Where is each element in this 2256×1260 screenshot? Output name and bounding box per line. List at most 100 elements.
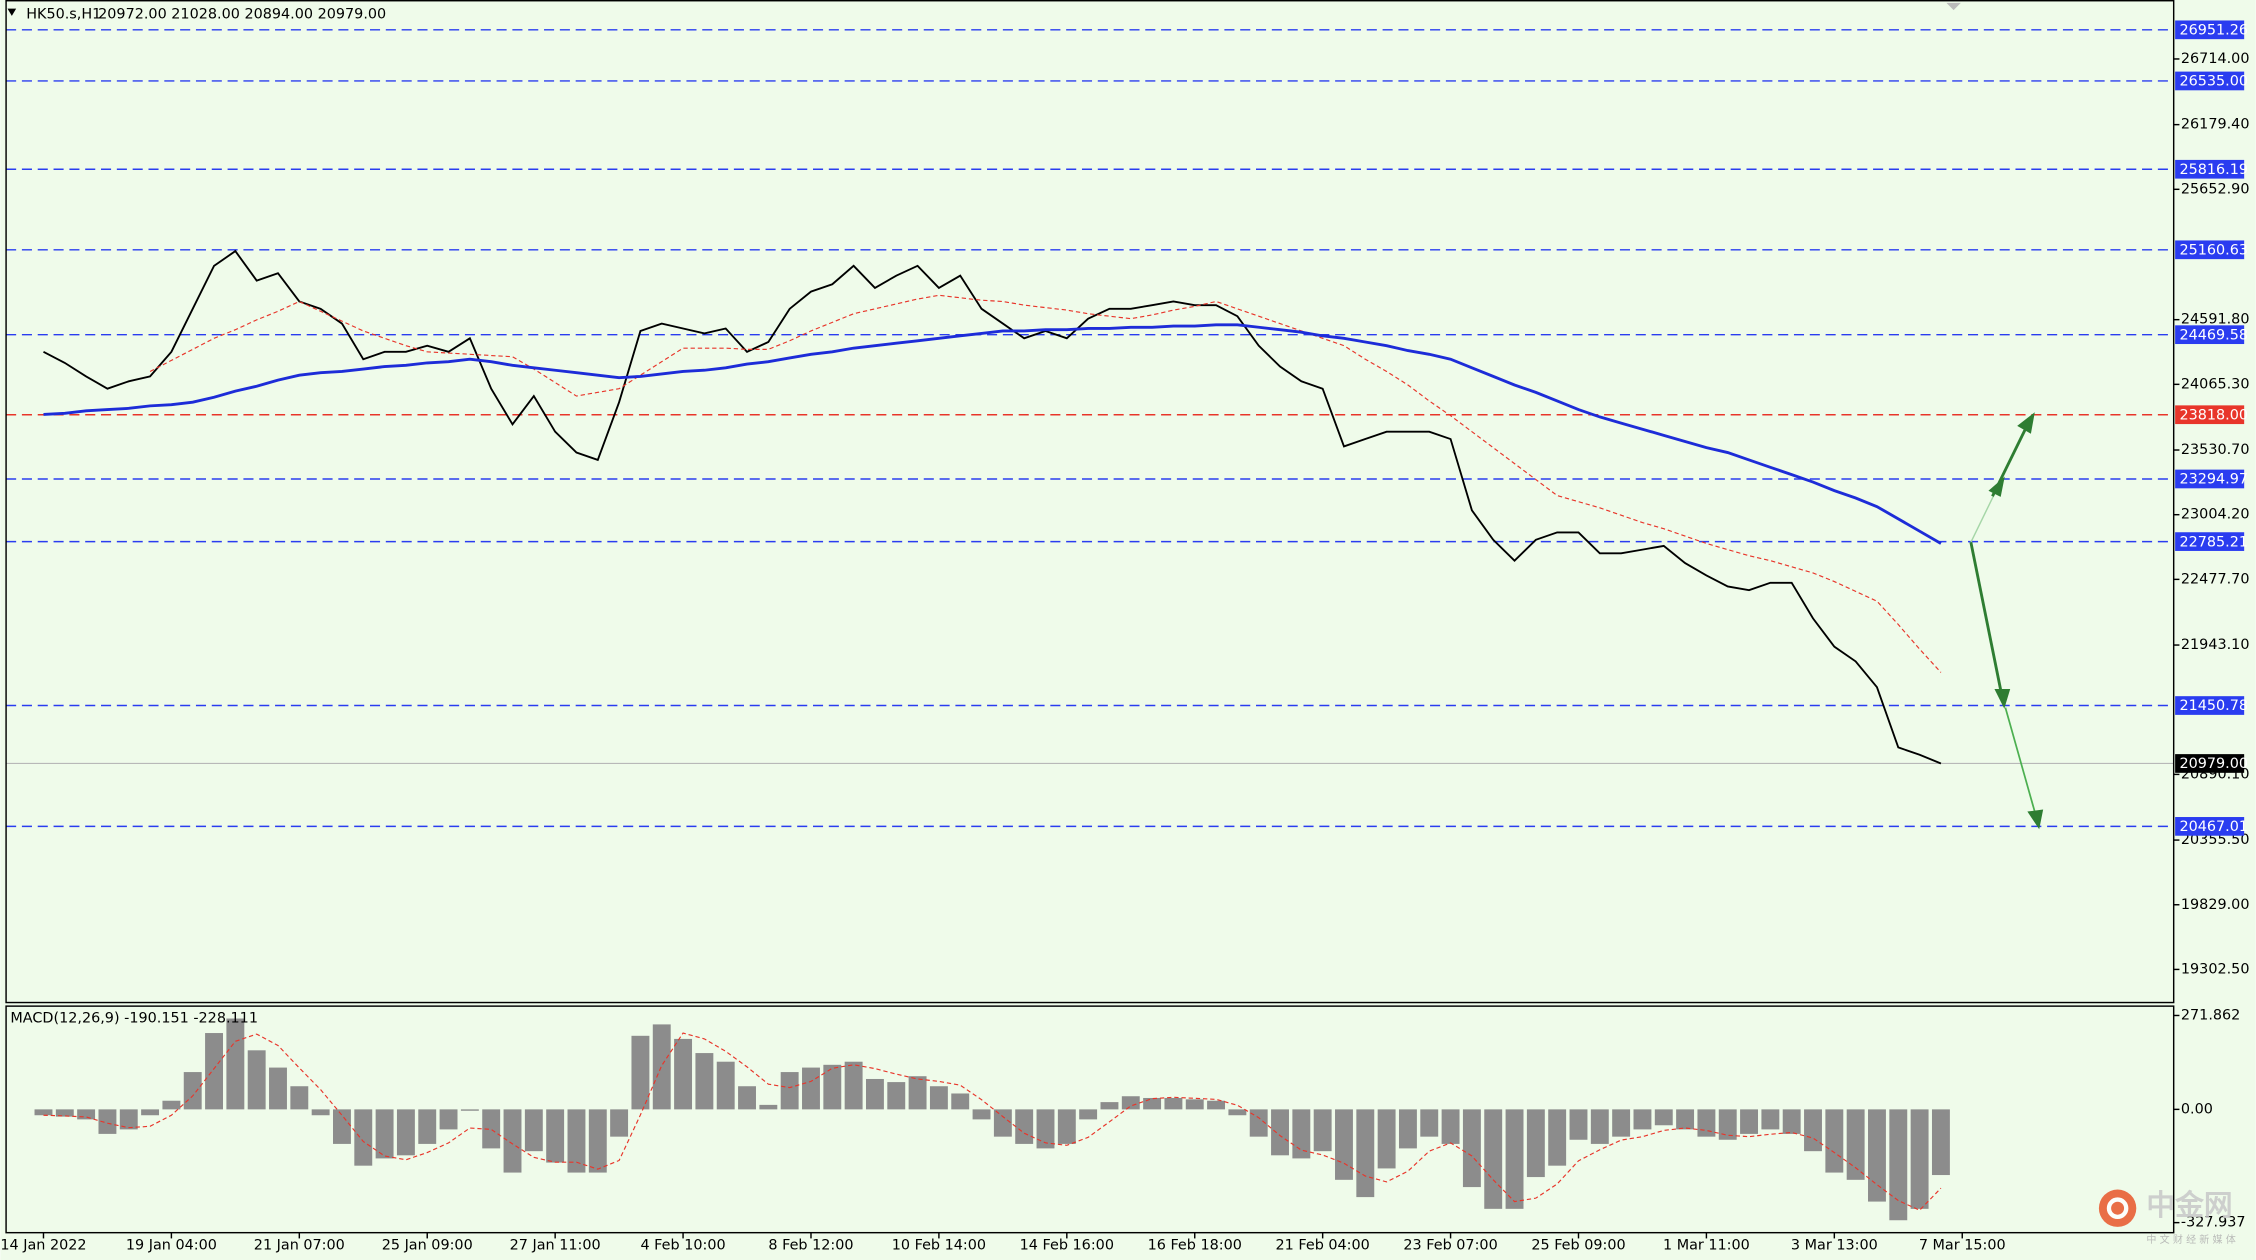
macd-bar — [588, 1109, 607, 1173]
level-label: 21450.78 — [2179, 698, 2248, 714]
macd-bar — [290, 1086, 309, 1110]
x-tick-label: 1 Mar 11:00 — [1663, 1238, 1750, 1254]
series-line — [43, 249, 1942, 765]
macd-bar — [1377, 1109, 1396, 1169]
level-label: 24469.58 — [2179, 327, 2248, 343]
macd-bar — [631, 1035, 650, 1110]
macd-bar — [1057, 1109, 1076, 1144]
y-tick-label: 0.00 — [2181, 1101, 2213, 1117]
macd-panel-border — [5, 1005, 2175, 1234]
macd-bar — [802, 1067, 820, 1110]
level-label-box — [2175, 20, 2245, 40]
macd-bar — [119, 1109, 138, 1130]
macd-bar — [908, 1076, 927, 1110]
macd-bar — [1910, 1109, 1929, 1209]
macd-bar — [1718, 1109, 1737, 1140]
macd-bar — [333, 1109, 351, 1144]
level-label: 22785.21 — [2179, 534, 2248, 550]
x-tick-label: 8 Feb 12:00 — [768, 1238, 853, 1254]
x-tick-label: 27 Jan 11:00 — [510, 1238, 601, 1254]
main-panel-border — [5, 0, 2175, 1004]
y-tick-label: 24591.80 — [2181, 312, 2250, 328]
x-tick-label: 4 Feb 10:00 — [640, 1238, 725, 1254]
y-tick-label: 19829.00 — [2181, 897, 2250, 913]
macd-bar — [1846, 1109, 1865, 1180]
arrow-line — [2004, 707, 2038, 821]
series-line — [43, 323, 1942, 545]
watermark-tagline: 中 文 财 经 新 媒 体 — [2146, 1233, 2236, 1246]
level-label: 25816.19 — [2179, 162, 2248, 178]
x-tick-label: 10 Feb 14:00 — [892, 1238, 986, 1254]
menu-triangle[interactable] — [7, 8, 17, 16]
x-tick-label: 16 Feb 18:00 — [1148, 1238, 1242, 1254]
y-tick-label: 24065.30 — [2181, 376, 2250, 392]
level-label-box — [2175, 159, 2245, 179]
macd-bar — [1207, 1100, 1226, 1110]
x-tick-label: 21 Jan 07:00 — [254, 1238, 345, 1254]
macd-bar — [1420, 1109, 1439, 1137]
macd-bar — [503, 1109, 522, 1173]
macd-bar — [738, 1086, 756, 1110]
macd-bar — [354, 1109, 373, 1166]
macd-bar — [482, 1109, 501, 1149]
macd-bar — [865, 1078, 884, 1110]
x-tick-label: 25 Jan 09:00 — [382, 1238, 473, 1254]
macd-bar — [993, 1109, 1012, 1137]
level-label-box — [2175, 817, 2245, 836]
level-label-box — [2175, 405, 2245, 425]
macd-bar — [1079, 1109, 1098, 1120]
level-label-box — [2175, 696, 2245, 715]
level-label: 26951.26 — [2179, 23, 2248, 39]
macd-bar — [1249, 1109, 1268, 1137]
x-tick-label: 14 Jan 2022 — [0, 1238, 86, 1254]
y-tick-label: -327.937 — [2181, 1215, 2246, 1231]
level-label: 25160.63 — [2179, 243, 2248, 259]
x-tick-label: 23 Feb 07:00 — [1403, 1238, 1497, 1254]
macd-bar — [418, 1109, 437, 1144]
level-label-box — [2175, 71, 2245, 91]
macd-bar — [1335, 1109, 1353, 1180]
macd-bar — [716, 1061, 735, 1110]
y-tick-label: 26714.00 — [2181, 51, 2250, 67]
level-label-box — [2175, 469, 2245, 489]
shift-marker[interactable] — [1946, 2, 1961, 11]
x-tick-label: 25 Feb 09:00 — [1531, 1238, 1625, 1254]
macd-bar — [1633, 1109, 1652, 1130]
macd-bar — [1185, 1099, 1204, 1110]
macd-bar — [226, 1018, 245, 1110]
macd-bar — [1015, 1109, 1034, 1144]
y-tick-label: 23530.70 — [2181, 442, 2250, 458]
macd-bar — [460, 1109, 479, 1111]
macd-bar — [269, 1067, 287, 1110]
macd-title: MACD(12,26,9) -190.151 -228.111 — [10, 1010, 258, 1026]
forecast-arrows — [1969, 412, 2044, 830]
arrow-head — [1994, 688, 2011, 709]
macd-bar — [1889, 1109, 1908, 1221]
macd-bar — [674, 1038, 693, 1110]
y-tick-label: 21943.10 — [2181, 637, 2250, 653]
macd-bar — [1441, 1109, 1460, 1144]
macd-bar — [1825, 1109, 1844, 1173]
arrow-head — [2017, 412, 2035, 434]
macd-bar — [1740, 1109, 1759, 1134]
series-line — [43, 1032, 1942, 1211]
arrow-line — [1969, 541, 2004, 700]
arrow-head — [1988, 476, 2005, 497]
macd-bar — [1484, 1109, 1503, 1209]
macd-bar — [1462, 1109, 1481, 1188]
y-tick-label: 19302.50 — [2181, 961, 2250, 977]
macd-bar — [375, 1109, 394, 1159]
macd-bar — [1931, 1109, 1950, 1176]
macd-bar — [141, 1109, 160, 1116]
macd-bar — [1143, 1097, 1162, 1110]
macd-bar — [1548, 1109, 1567, 1166]
macd-bar — [1164, 1097, 1183, 1110]
macd-bar — [1697, 1109, 1716, 1137]
macd-bar — [183, 1072, 202, 1110]
macd-bar — [695, 1053, 714, 1110]
y-tick-label: 26179.40 — [2181, 117, 2250, 133]
macd-bar — [823, 1064, 842, 1110]
macd-bar — [1868, 1109, 1886, 1202]
current-price-box — [2175, 754, 2245, 773]
